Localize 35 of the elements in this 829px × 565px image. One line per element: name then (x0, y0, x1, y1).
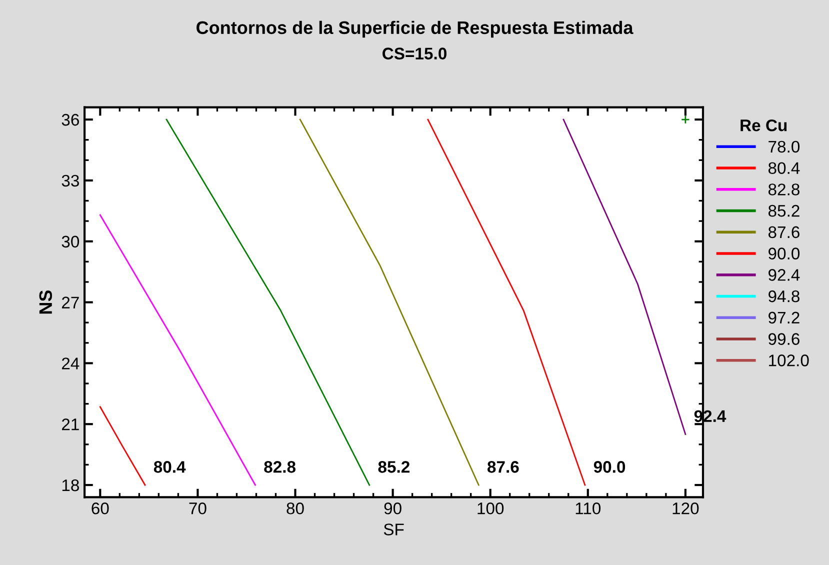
x-tick-label: 70 (189, 502, 206, 514)
legend-label: 94.8 (768, 290, 800, 302)
y-axis-title: NS (39, 290, 52, 314)
legend-label: 92.4 (768, 269, 800, 281)
legend-label: 78.0 (768, 140, 800, 153)
y-tick-label: 24 (62, 358, 80, 370)
annotation: 82.8 (264, 461, 296, 473)
y-tick-label: 27 (62, 296, 79, 308)
annotation: 80.4 (154, 461, 186, 473)
y-tick-label: 18 (62, 479, 79, 492)
x-tick-label: 80 (286, 502, 304, 514)
legend-label: 90.0 (768, 248, 800, 260)
x-tick-label: 60 (92, 502, 109, 514)
annotation: 85.2 (378, 461, 410, 473)
x-tick-label: 90 (384, 502, 402, 514)
y-tick-label: 36 (62, 114, 79, 126)
y-tick-label: 21 (62, 418, 79, 430)
x-tick-label: 110 (576, 502, 601, 514)
x-tick-label: 120 (672, 502, 699, 514)
annotation: 87.6 (488, 461, 519, 473)
legend-label: 87.6 (768, 226, 800, 238)
legend-label: 85.2 (768, 204, 800, 217)
y-tick-label: 33 (62, 174, 79, 187)
legend-label: 82.8 (768, 184, 800, 196)
x-axis-title: SF (384, 524, 404, 536)
x-tick-label: 100 (478, 502, 504, 514)
annotation: 90.0 (594, 461, 626, 473)
legend-label: 102.0 (769, 354, 809, 366)
legend-label: 99.6 (768, 333, 800, 345)
y-tick-label: 30 (62, 236, 80, 248)
legend-label: 80.4 (768, 162, 800, 174)
legend-title: Re Cu (740, 119, 787, 132)
chart-subtitle: CS=15.0 (382, 48, 446, 60)
legend-label: 97.2 (768, 312, 800, 324)
chart-title: Contornos de la Superficie de Respuesta Estimada (196, 20, 634, 38)
